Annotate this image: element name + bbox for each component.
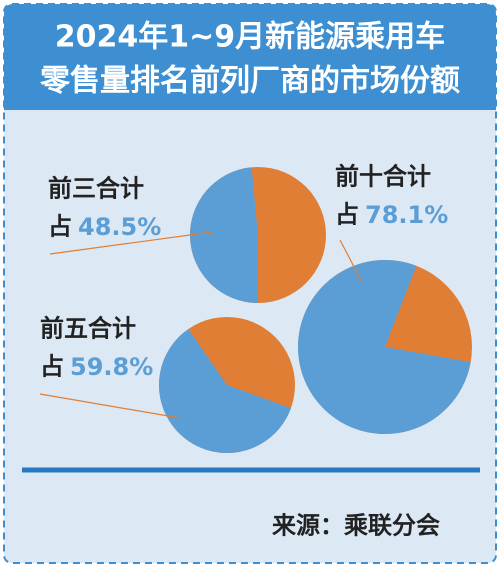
pie-slice (158, 329, 291, 453)
pie-prefix: 占 (335, 200, 359, 229)
pie-prefix: 占 (40, 352, 64, 381)
pie-label: 前十合计 (335, 162, 431, 191)
pie-label: 前五合计 (40, 314, 136, 343)
leader-line (39, 393, 181, 419)
pie-label: 前三合计 (48, 174, 144, 203)
header-bg (4, 4, 496, 110)
title-line: 2024年1~9月新能源乘用车 (55, 20, 445, 55)
pie-slice (298, 260, 471, 435)
title-line: 零售量排名前列厂商的市场份额 (40, 64, 460, 99)
leader-line (339, 239, 363, 283)
pie-prefix: 占 (48, 212, 72, 241)
pie-slice (189, 167, 258, 303)
leader-line (49, 231, 213, 255)
value-label: 78.1% (365, 201, 448, 229)
value-label: 59.8% (70, 353, 153, 381)
value-label: 48.5% (78, 213, 161, 241)
source: 来源：乘联分会 (272, 511, 440, 540)
